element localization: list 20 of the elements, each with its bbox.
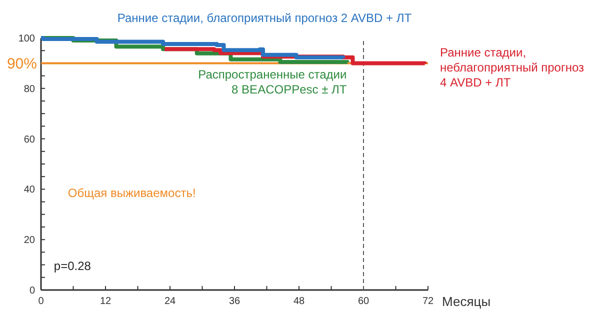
x-tick-label: 24 xyxy=(164,296,176,307)
y-tick-label: 60 xyxy=(24,134,36,146)
series-label: Ранние стадии, неблагоприятный прогноз 4 AVBD + ЛТ xyxy=(440,46,585,90)
y-tick-label: 40 xyxy=(24,184,36,196)
annotation: p=0.28 xyxy=(54,258,92,273)
y-tick-label: 20 xyxy=(24,235,36,246)
x-tick-label: 0 xyxy=(38,296,44,307)
x-tick-label: 36 xyxy=(228,296,240,307)
y-tick-label: 0 xyxy=(29,286,36,296)
y-tick-label: 100 xyxy=(18,34,36,44)
x-tick-label: 48 xyxy=(293,296,305,307)
y-tick-label: 80 xyxy=(24,84,36,95)
series-label: Распространенные стадии 8 BEACOPPesc ± ЛТ xyxy=(198,67,348,96)
x-tick-label: 12 xyxy=(100,296,112,307)
x-tick-label: 72 xyxy=(422,296,434,307)
series-label: Ранние стадии, благоприятный прогноз 2 AVBD + ЛТ xyxy=(117,11,412,25)
x-axis-title: Месяцы xyxy=(442,294,491,309)
annotation: Общая выживаемость! xyxy=(68,186,196,200)
x-tick-label: 60 xyxy=(358,296,370,307)
ref-line-label: 90% xyxy=(6,55,37,72)
